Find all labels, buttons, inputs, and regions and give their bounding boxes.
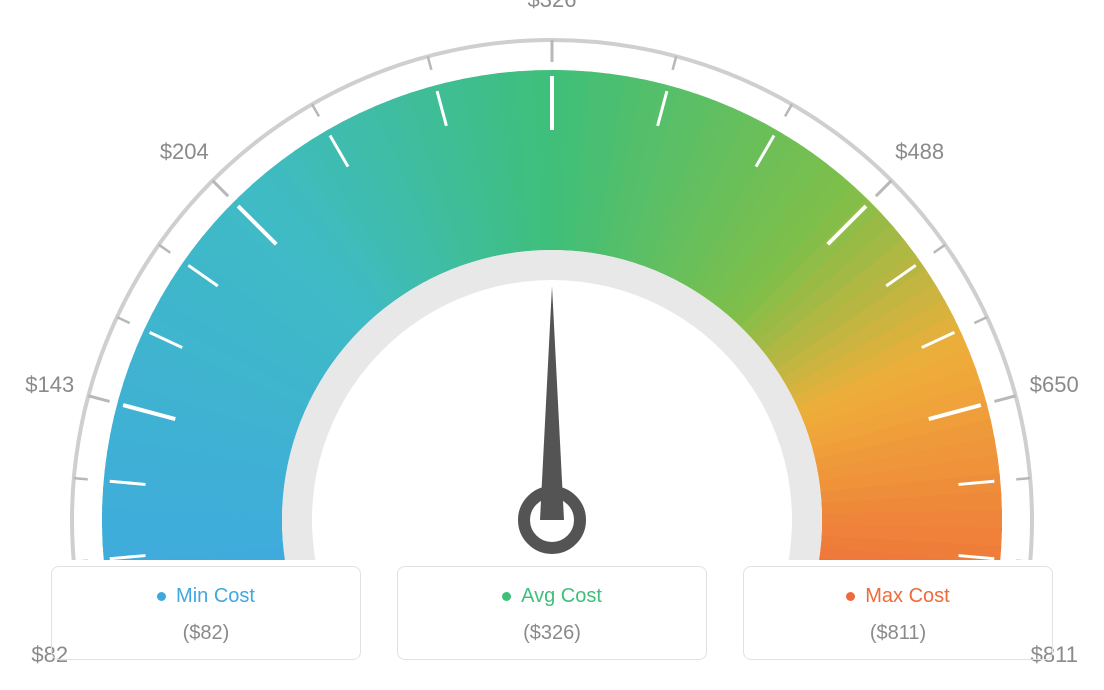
gauge-tick-label: $326: [528, 0, 577, 13]
legend-title-avg: Avg Cost: [502, 585, 602, 608]
legend-label-avg: Avg Cost: [521, 585, 602, 608]
legend-card-avg: Avg Cost ($326): [397, 566, 707, 660]
legend-value-min: ($82): [52, 622, 360, 645]
legend-dot-avg: [502, 592, 511, 601]
legend-label-min: Min Cost: [176, 585, 255, 608]
gauge-tick-label: $488: [895, 139, 944, 165]
legend-card-min: Min Cost ($82): [51, 566, 361, 660]
legend-value-max: ($811): [744, 622, 1052, 645]
legend-row: Min Cost ($82) Avg Cost ($326) Max Cost …: [0, 566, 1104, 660]
legend-label-max: Max Cost: [865, 585, 949, 608]
gauge-tick-label: $650: [1030, 372, 1079, 398]
gauge-tick-label: $204: [160, 139, 209, 165]
legend-title-max: Max Cost: [846, 585, 949, 608]
legend-dot-min: [157, 592, 166, 601]
legend-card-max: Max Cost ($811): [743, 566, 1053, 660]
gauge-tick-label: $143: [25, 372, 74, 398]
legend-value-avg: ($326): [398, 622, 706, 645]
legend-dot-max: [846, 592, 855, 601]
gauge-svg: [52, 20, 1052, 560]
cost-gauge: $82$143$204$326$488$650$811: [52, 20, 1052, 560]
legend-title-min: Min Cost: [157, 585, 255, 608]
